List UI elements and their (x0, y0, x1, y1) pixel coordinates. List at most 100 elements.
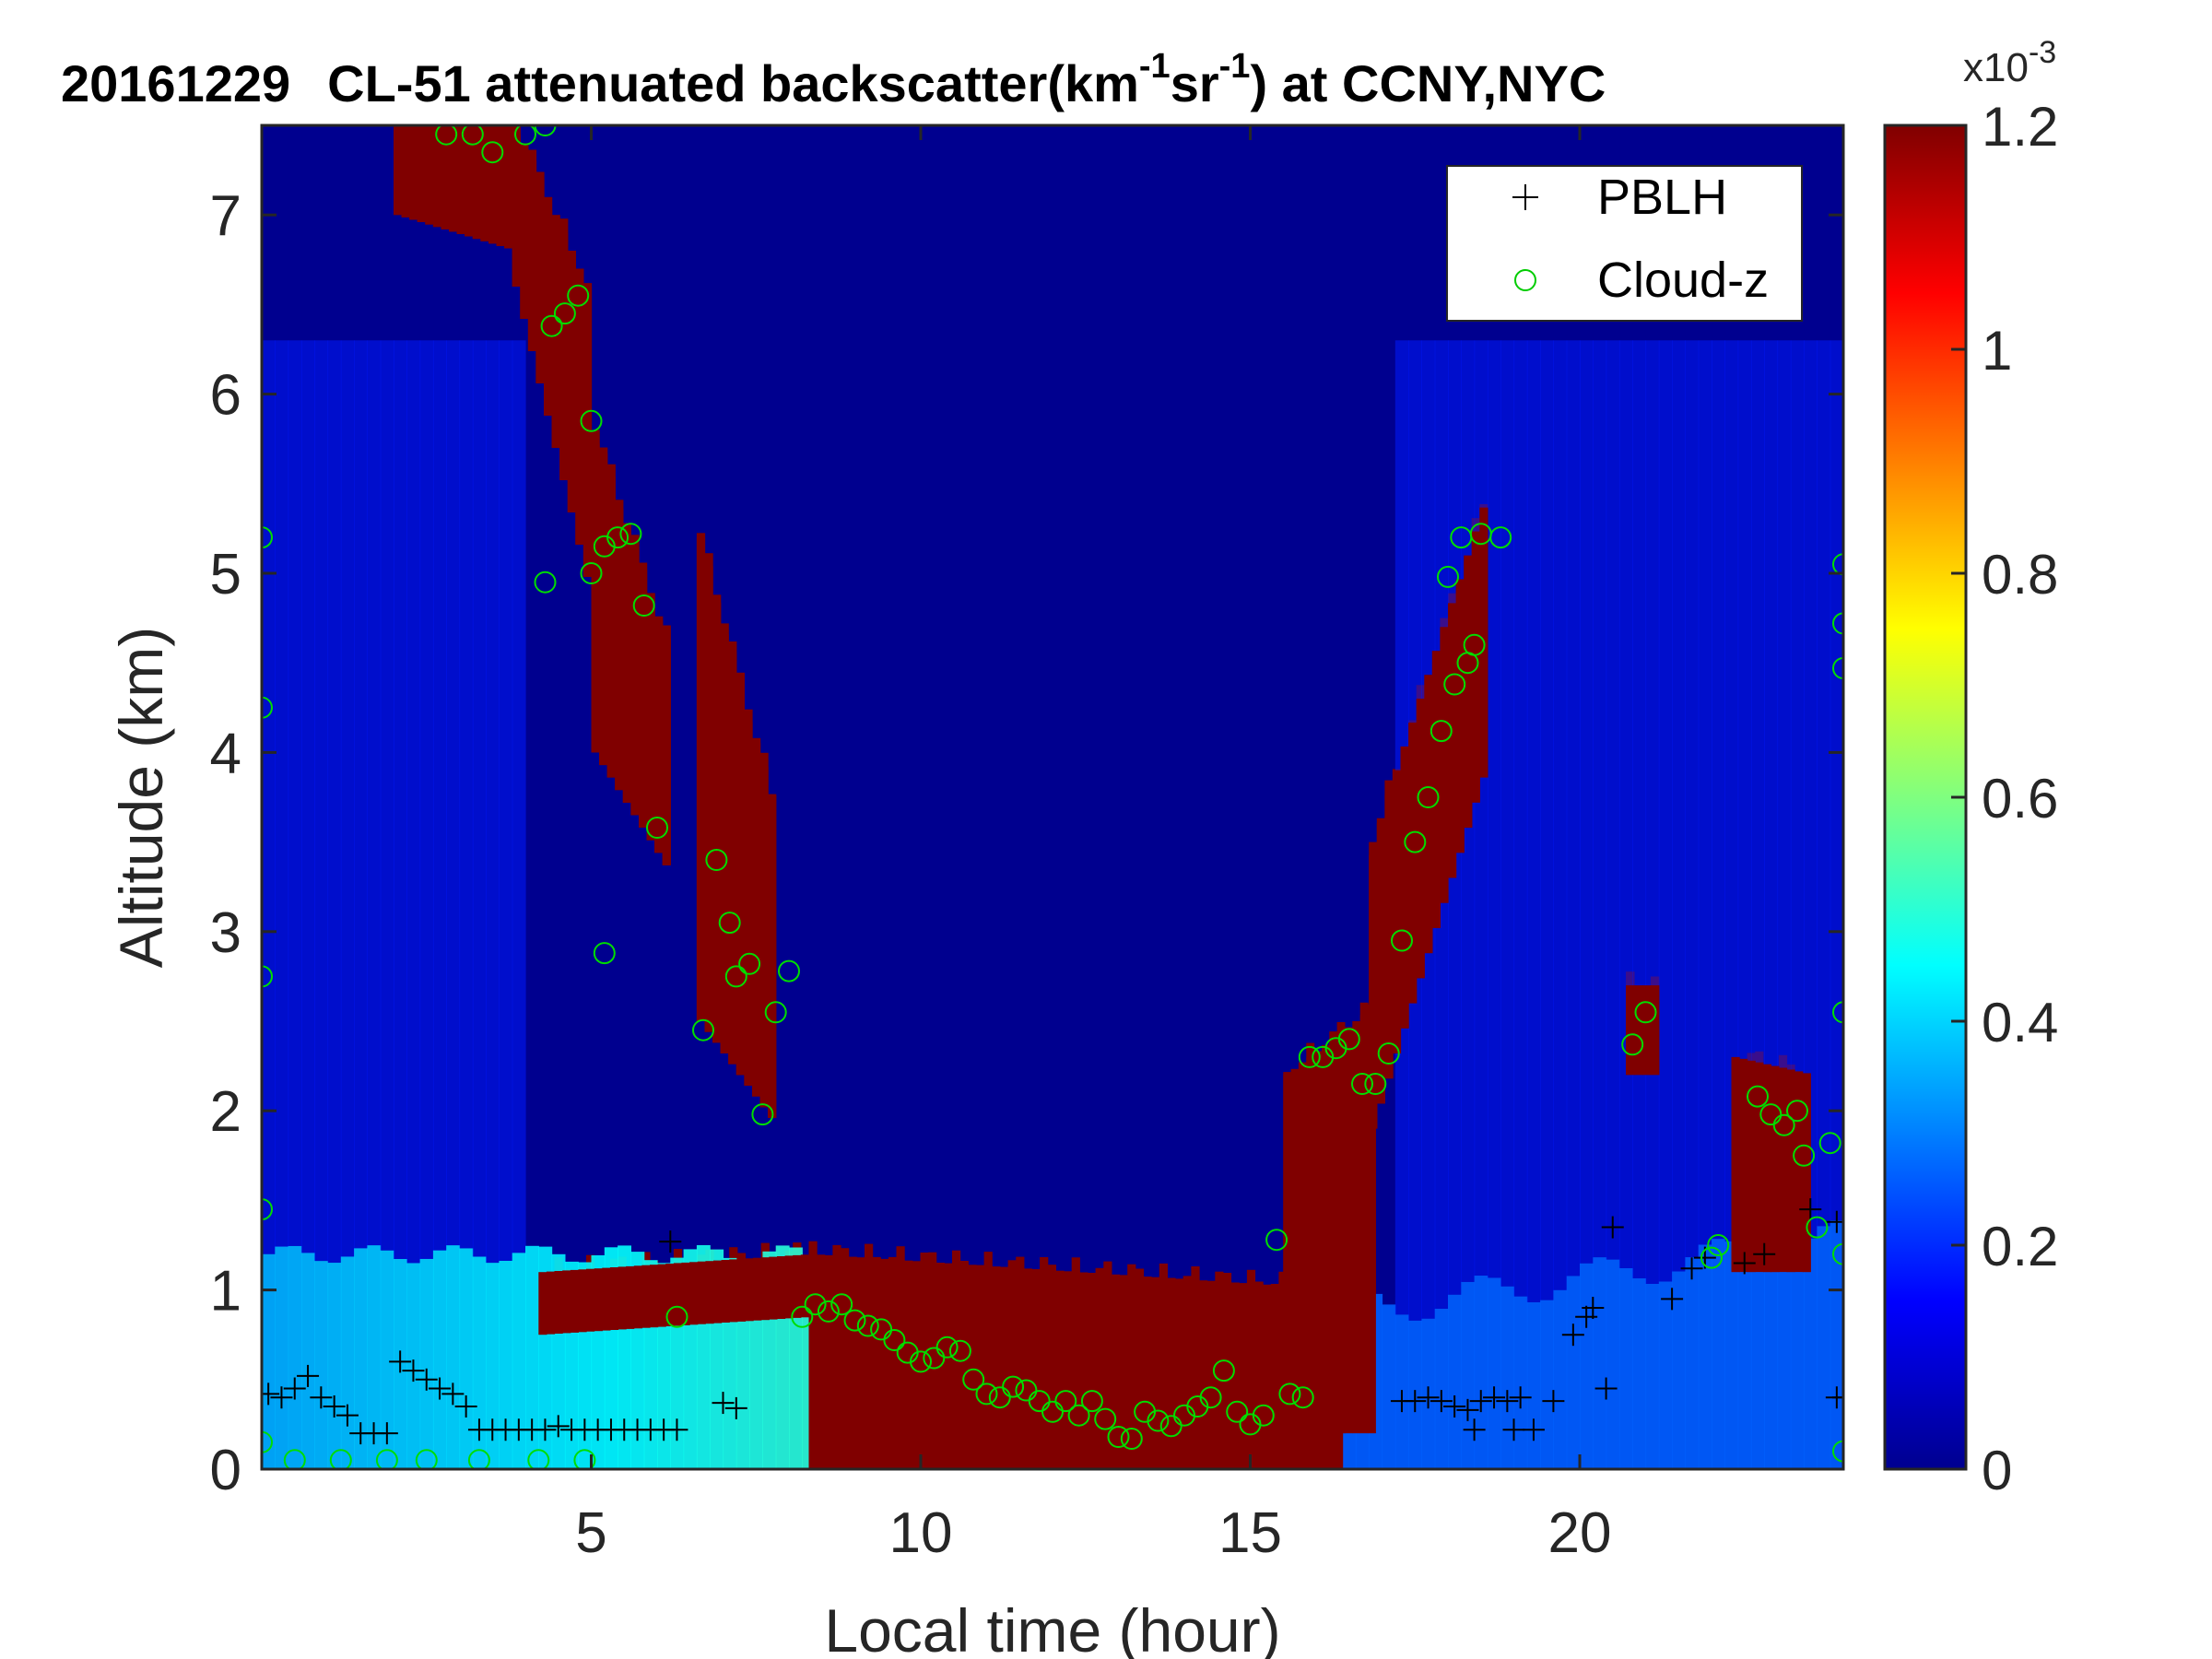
pblh-point (1509, 1386, 1532, 1409)
heatmap-cell (1263, 1284, 1272, 1469)
heatmap-cell (1580, 340, 1594, 1264)
colorbar-tick-label: 0.2 (1982, 1216, 2058, 1277)
heatmap-cell (1007, 1267, 1017, 1469)
heatmap-cell (1771, 1065, 1780, 1273)
heatmap-cell (1626, 985, 1635, 1076)
heatmap-cell (888, 1259, 898, 1469)
heatmap-cell (394, 340, 407, 1259)
cloud-z-point (1437, 565, 1459, 588)
heatmap-cell (591, 429, 600, 753)
cloud-z-point (593, 942, 616, 965)
heatmap-cell (520, 143, 529, 319)
cloud-z-point (1226, 1400, 1249, 1423)
pblh-point (454, 1394, 477, 1418)
heatmap-cell (1376, 818, 1385, 1104)
heatmap-cell (1634, 985, 1643, 1076)
heatmap-cell (419, 340, 434, 1259)
heatmap-cell (1632, 340, 1647, 1278)
heatmap-cell (824, 1254, 833, 1469)
heatmap-cell (1306, 1056, 1315, 1434)
heatmap-cell (856, 1257, 865, 1469)
cloud-z-point (461, 125, 484, 146)
heatmap-cell (1778, 1067, 1788, 1273)
cloud-z-point (1278, 1382, 1301, 1406)
heatmap-cell (704, 566, 713, 1032)
heatmap-cell (1606, 340, 1620, 1260)
title-sup-1: -1 (1139, 47, 1171, 86)
heatmap-cell (504, 125, 513, 249)
pblh-point (547, 1415, 570, 1438)
heatmap-cell (1382, 1304, 1396, 1469)
cloud-z-point (262, 1430, 273, 1453)
heatmap-cell (1790, 340, 1805, 1253)
heatmap-cell (662, 639, 671, 865)
heatmap-cell (1434, 1309, 1449, 1469)
heatmap-cell (1566, 1276, 1581, 1469)
heatmap-cell (736, 1258, 747, 1322)
cloud-markers (262, 125, 1843, 1469)
cloud-z-point (1747, 1085, 1769, 1108)
cloud-z-point (262, 1198, 273, 1221)
heatmap-cell (1313, 1051, 1323, 1434)
cloud-z-point (1832, 1242, 1843, 1265)
heatmap-cell (968, 1265, 977, 1469)
colorbar-tick-label: 0.6 (1982, 768, 2058, 830)
cloud-z-point (375, 1449, 398, 1469)
pblh-point (665, 1418, 688, 1441)
cloud-z-point (738, 952, 761, 975)
cloud-z-point (1351, 1073, 1373, 1095)
heatmap-cell (1031, 1269, 1041, 1469)
heatmap-cell (1298, 1063, 1307, 1434)
heatmap-cell (1500, 340, 1515, 1287)
cloud-z-point (1107, 1426, 1130, 1448)
heatmap-cell (626, 1265, 635, 1329)
heatmap-cell (432, 1250, 447, 1469)
heatmap-cell (459, 340, 474, 1249)
cloud-z-point (527, 1449, 550, 1469)
heatmap-cell (446, 1245, 461, 1469)
heatmap-cell (1474, 340, 1488, 1277)
heatmap-cell (752, 737, 761, 1097)
heatmap-cell (630, 546, 640, 816)
heatmap-cell (538, 1272, 547, 1335)
heatmap-cell (1135, 1276, 1145, 1469)
heatmap-cell (488, 125, 498, 244)
heatmap-cell (1448, 1294, 1462, 1469)
heatmap-cell (394, 125, 403, 216)
y-axis-label: Altitude (km) (107, 627, 175, 968)
heatmap-cell (1055, 1270, 1065, 1469)
heatmap-cell (1222, 1281, 1232, 1469)
cloud-z-point (606, 526, 629, 549)
pblh-point (712, 1392, 735, 1415)
heatmap-cell (1566, 340, 1581, 1277)
heatmap-cell (425, 125, 434, 225)
cloud-z-point (791, 1305, 814, 1328)
heatmap-cell (1215, 1281, 1224, 1469)
heatmap-cell (615, 500, 624, 791)
heatmap-cell (622, 523, 631, 803)
heatmap-cell (952, 1264, 961, 1469)
pblh-point (1661, 1288, 1684, 1311)
pblh-point (429, 1377, 452, 1400)
heatmap-cell (1167, 1277, 1176, 1469)
heatmap-cell (472, 125, 481, 240)
heatmap-cells (262, 125, 1843, 1469)
heatmap-cell (1755, 1062, 1764, 1273)
heatmap-cell (673, 1263, 683, 1326)
heatmap-cell (1747, 1060, 1756, 1273)
heatmap-cell (1239, 1283, 1248, 1469)
y-axis: 0 1 2 3 4 5 6 7 (210, 184, 1843, 1502)
heatmap-cell (777, 1256, 786, 1319)
heatmap-cell (1685, 1257, 1700, 1469)
heatmap-cell (784, 1255, 794, 1319)
pblh-point (1456, 1398, 1479, 1421)
cloud-z-point (1707, 1234, 1730, 1256)
y-tick-label: 7 (210, 184, 241, 248)
heatmap-cell (1650, 985, 1660, 1076)
cloud-z-point (534, 125, 557, 136)
heatmap-cell (570, 1269, 579, 1333)
colorbar-ticks: 0 0.2 0.4 0.6 0.8 1 1.2 (1951, 96, 2058, 1501)
heatmap-cell (465, 125, 474, 237)
heatmap-cell (1079, 1272, 1088, 1469)
cloud-z-point (1634, 1001, 1657, 1024)
